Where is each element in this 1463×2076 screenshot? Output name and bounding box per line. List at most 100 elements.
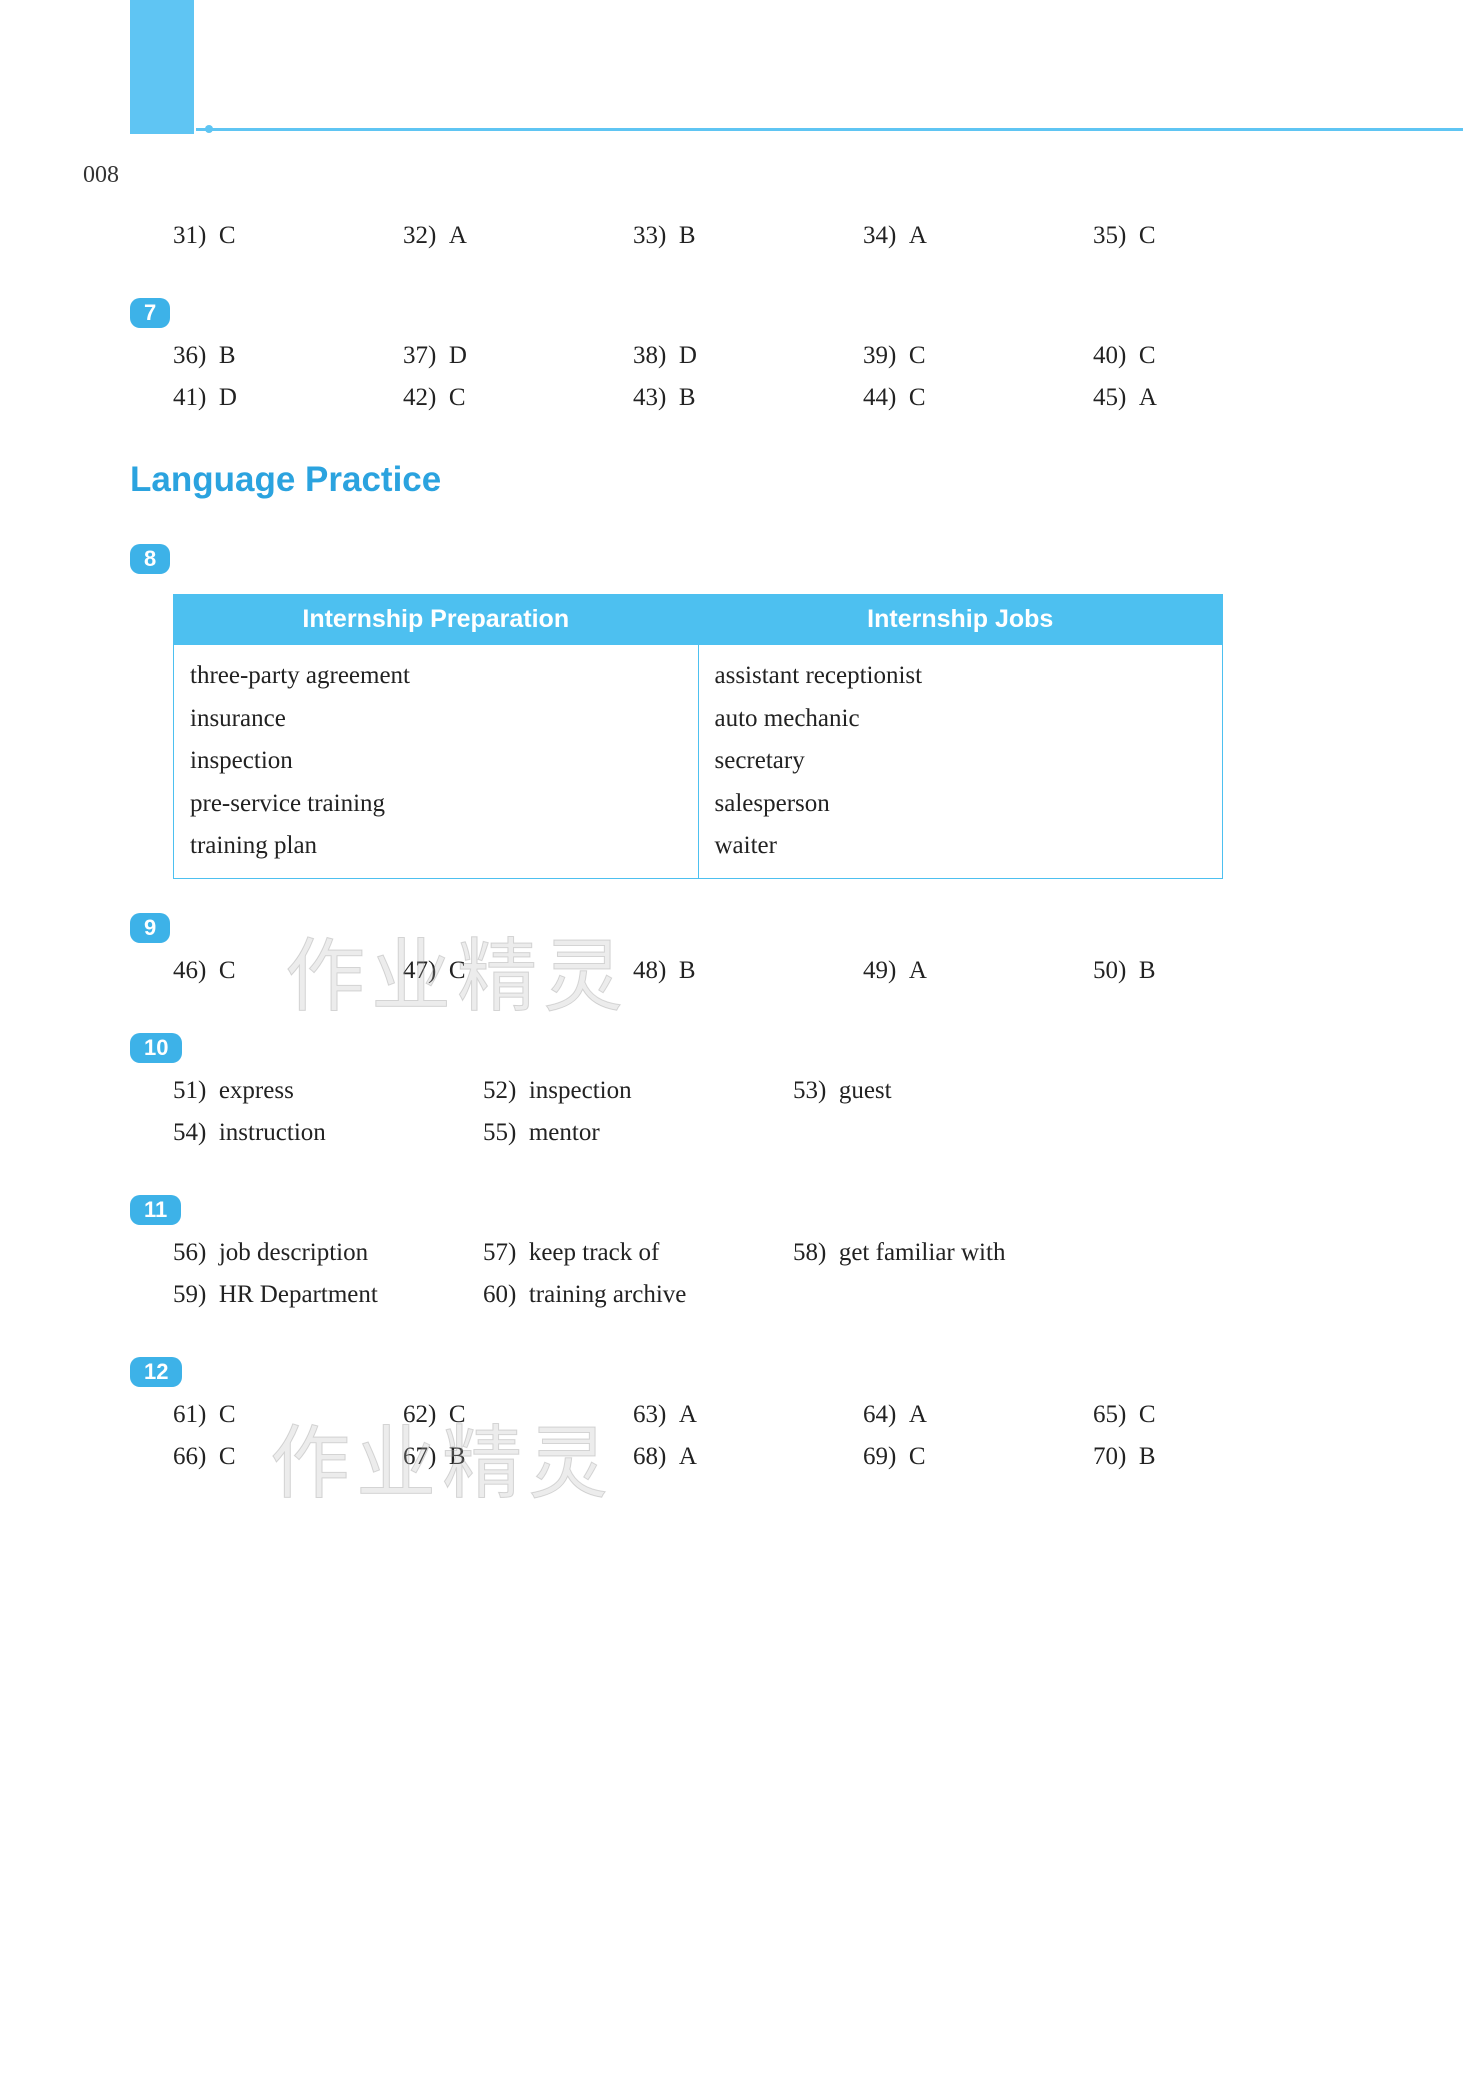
answer-value: mentor [529, 1119, 600, 1146]
answer-item: 64) A [863, 1401, 1093, 1429]
page-number: 008 [83, 162, 119, 189]
answer-value: C [449, 957, 466, 984]
table-body-row: three-party agreement insurance inspecti… [174, 645, 1223, 879]
answer-value: job description [219, 1239, 368, 1266]
answer-value: training archive [529, 1281, 687, 1308]
answer-value: C [1139, 1401, 1156, 1428]
answer-number: 53) [793, 1077, 826, 1104]
answer-item: 47) C [403, 957, 633, 985]
list-item: assistant receptionist [715, 655, 1207, 698]
answer-number: 50) [1093, 957, 1126, 984]
answer-value: A [909, 222, 927, 249]
answer-item: 56) job description [173, 1239, 483, 1267]
list-item: secretary [715, 740, 1207, 783]
answer-number: 40) [1093, 342, 1126, 369]
section-badge-7: 7 [130, 298, 170, 328]
internship-table: Internship Preparation Internship Jobs t… [173, 594, 1223, 879]
answer-item: 36) B [173, 342, 403, 370]
answer-item: 46) C [173, 957, 403, 985]
answer-value: B [219, 342, 236, 369]
answer-item: 44) C [863, 384, 1093, 412]
answer-item: 32) A [403, 222, 633, 250]
answer-item: 59) HR Department [173, 1281, 483, 1309]
answer-value: HR Department [219, 1281, 378, 1308]
answer-value: A [909, 957, 927, 984]
answer-value: C [219, 222, 236, 249]
answer-number: 60) [483, 1281, 516, 1308]
answer-value: C [1139, 222, 1156, 249]
answer-number: 47) [403, 957, 436, 984]
answer-number: 31) [173, 222, 206, 249]
answer-item: 51) express [173, 1077, 483, 1105]
list-item: three-party agreement [190, 655, 682, 698]
section-badge-8: 8 [130, 544, 170, 574]
answer-row: 31) C 32) A 33) B 34) A 35) C [173, 222, 1383, 250]
answer-number: 48) [633, 957, 666, 984]
answer-value: C [909, 1443, 926, 1470]
answer-number: 52) [483, 1077, 516, 1104]
answer-value: A [449, 222, 467, 249]
answer-item: 38) D [633, 342, 863, 370]
answer-value: D [679, 342, 697, 369]
answer-value: A [679, 1401, 697, 1428]
answer-value: instruction [219, 1119, 326, 1146]
answer-number: 58) [793, 1239, 826, 1266]
answer-number: 43) [633, 384, 666, 411]
answer-item: 35) C [1093, 222, 1323, 250]
answer-item: 31) C [173, 222, 403, 250]
answer-value: B [1139, 957, 1156, 984]
answer-number: 44) [863, 384, 896, 411]
answer-item: 48) B [633, 957, 863, 985]
answer-number: 36) [173, 342, 206, 369]
answer-number: 45) [1093, 384, 1126, 411]
answer-value: C [219, 1401, 236, 1428]
answer-value: guest [839, 1077, 892, 1104]
answer-number: 55) [483, 1119, 516, 1146]
answer-number: 70) [1093, 1443, 1126, 1470]
answer-number: 69) [863, 1443, 896, 1470]
answer-value: keep track of [529, 1239, 659, 1266]
section-badge-9: 9 [130, 913, 170, 943]
answer-value: D [219, 384, 237, 411]
section-badge-10: 10 [130, 1033, 182, 1063]
table-header-row: Internship Preparation Internship Jobs [174, 595, 1223, 645]
list-item: training plan [190, 825, 682, 868]
section-badge-12: 12 [130, 1357, 182, 1387]
answer-item: 52) inspection [483, 1077, 793, 1105]
section-badge-11: 11 [130, 1195, 181, 1225]
answer-value: B [449, 1443, 466, 1470]
answer-number: 39) [863, 342, 896, 369]
answer-item: 57) keep track of [483, 1239, 793, 1267]
answer-row: 66) C 67) B 68) A 69) C 70) B [173, 1443, 1383, 1471]
answer-value: C [449, 1401, 466, 1428]
answer-value: C [909, 342, 926, 369]
answer-number: 41) [173, 384, 206, 411]
table-cell-left: three-party agreement insurance inspecti… [174, 645, 699, 879]
answer-number: 63) [633, 1401, 666, 1428]
header-color-block [130, 0, 194, 134]
answer-value: B [679, 957, 696, 984]
answer-item: 70) B [1093, 1443, 1323, 1471]
header-divider-line [196, 128, 1463, 131]
answer-item: 33) B [633, 222, 863, 250]
table-header-left: Internship Preparation [174, 595, 699, 645]
answer-number: 65) [1093, 1401, 1126, 1428]
section-title: Language Practice [130, 460, 1383, 500]
answer-item: 58) get familiar with [793, 1239, 1103, 1267]
answer-row: 46) C 47) C 48) B 49) A 50) B [173, 957, 1383, 985]
answer-number: 34) [863, 222, 896, 249]
answer-number: 61) [173, 1401, 206, 1428]
answer-value: A [679, 1443, 697, 1470]
answer-item: 61) C [173, 1401, 403, 1429]
answer-number: 66) [173, 1443, 206, 1470]
answer-number: 38) [633, 342, 666, 369]
answer-item: 50) B [1093, 957, 1323, 985]
answer-row: 41) D 42) C 43) B 44) C 45) A [173, 384, 1383, 412]
answer-row: 54) instruction 55) mentor [173, 1119, 1383, 1147]
answer-row: 61) C 62) C 63) A 64) A 65) C [173, 1401, 1383, 1429]
answer-number: 57) [483, 1239, 516, 1266]
answer-value: C [909, 384, 926, 411]
list-item: salesperson [715, 783, 1207, 826]
answer-row: 51) express 52) inspection 53) guest [173, 1077, 1383, 1105]
answer-item: 60) training archive [483, 1281, 793, 1309]
